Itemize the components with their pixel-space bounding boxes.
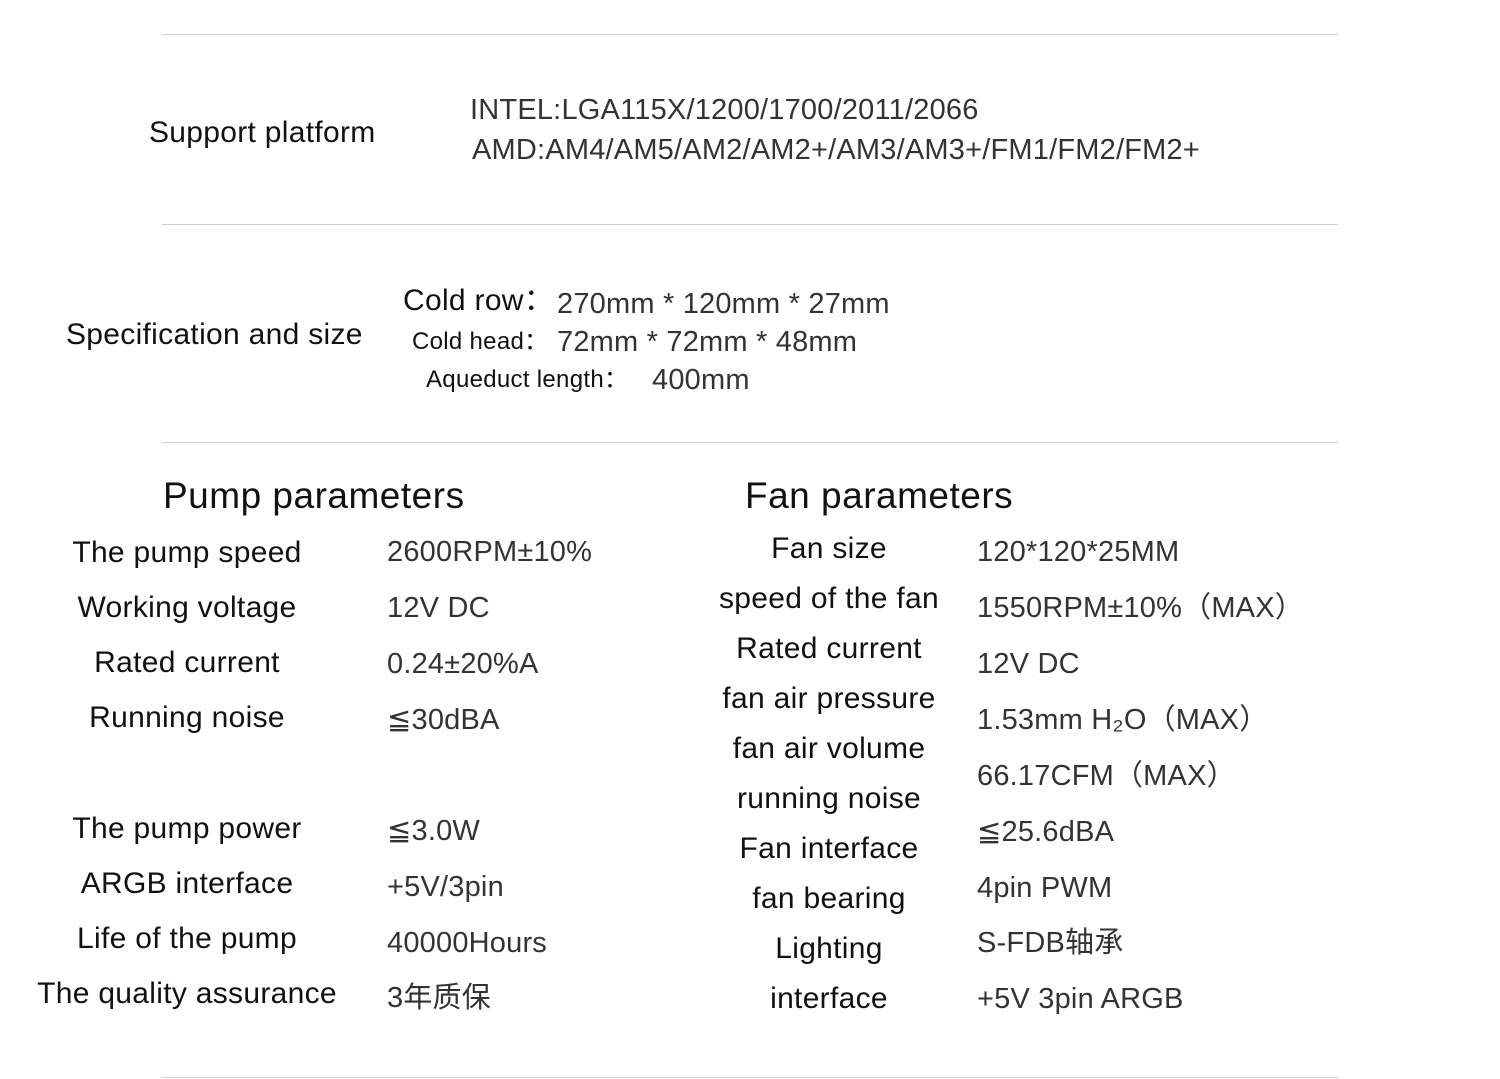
divider <box>162 34 1338 35</box>
fan-value: ≦25.6dBA <box>977 816 1115 848</box>
fan-label: fan bearing <box>752 882 906 915</box>
pump-value: +5V/3pin <box>387 871 504 903</box>
pump-label: ARGB interface <box>80 867 294 900</box>
pump-label: Running noise <box>89 701 285 734</box>
pump-title: Pump parameters <box>163 475 465 516</box>
pump-label: Life of the pump <box>77 922 297 955</box>
cold-head-value: 72mm * 72mm * 48mm <box>557 326 858 358</box>
fan-label: Fan size <box>771 532 887 565</box>
fan-label: interface <box>770 982 888 1015</box>
fan-value: 12V DC <box>977 648 1080 680</box>
pump-value: 3年质保 <box>387 982 491 1014</box>
pump-label: The quality assurance <box>37 977 337 1010</box>
fan-label: Lighting <box>775 932 883 965</box>
fan-title: Fan parameters <box>745 475 1014 516</box>
pump-value: 0.24±20%A <box>387 648 539 680</box>
pump-value: 12V DC <box>387 592 490 624</box>
fan-label: running noise <box>736 782 922 815</box>
fan-label: speed of the fan <box>719 582 939 615</box>
fan-label: Fan interface <box>739 832 919 865</box>
fan-value: 66.17CFM（MAX） <box>977 760 1236 792</box>
fan-label: fan air volume <box>732 732 926 765</box>
aqueduct-value: 400mm <box>652 364 750 396</box>
fan-value: 120*120*25MM <box>977 536 1180 568</box>
platform-label: Support platform <box>149 116 376 149</box>
divider <box>162 442 1338 443</box>
pump-value: ≦30dBA <box>387 704 500 736</box>
fan-label: Rated current <box>736 632 922 665</box>
cold-row-label: Cold row： <box>403 284 555 317</box>
fan-value: S-FDB轴承 <box>977 927 1124 959</box>
divider <box>162 1077 1338 1078</box>
fan-value: 4pin PWM <box>977 872 1113 904</box>
pump-label: The pump power <box>72 812 302 845</box>
fan-label: fan air pressure <box>722 682 936 715</box>
platform-amd: AMD:AM4/AM5/AM2/AM2+/AM3/AM3+/FM1/FM2/FM… <box>472 134 1200 166</box>
divider <box>162 224 1338 225</box>
pump-label: Rated current <box>94 646 280 679</box>
pump-label: Working voltage <box>77 591 297 624</box>
aqueduct-label: Aqueduct length： <box>426 366 629 393</box>
pump-value: ≦3.0W <box>387 815 480 847</box>
fan-value: 1550RPM±10%（MAX） <box>977 592 1304 624</box>
platform-intel: INTEL:LGA115X/1200/1700/2011/2066 <box>470 94 979 126</box>
cold-head-label: Cold head： <box>412 328 549 355</box>
fan-value: 1.53mm H₂O（MAX） <box>977 704 1269 736</box>
pump-value: 2600RPM±10% <box>387 536 593 568</box>
fan-value: +5V 3pin ARGB <box>977 983 1184 1015</box>
spec-label: Specification and size <box>66 318 363 351</box>
pump-value: 40000Hours <box>387 927 547 959</box>
cold-row-value: 270mm * 120mm * 27mm <box>557 288 890 320</box>
pump-label: The pump speed <box>72 536 302 569</box>
